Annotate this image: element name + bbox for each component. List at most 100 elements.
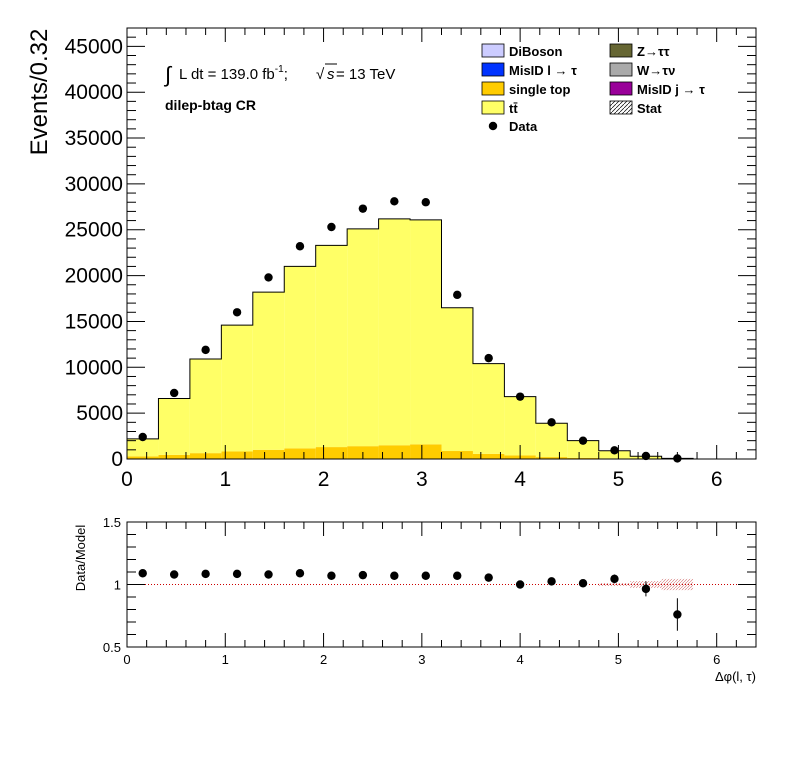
legend-swatch	[481, 62, 505, 77]
y-tick-label: 0	[111, 448, 123, 471]
legend-entry: Data	[488, 119, 538, 134]
ratio-points	[138, 569, 682, 631]
y-tick-label: 25000	[65, 219, 123, 242]
legend-swatch	[481, 81, 505, 96]
ratio-x-tick-label: 3	[418, 652, 425, 667]
data-point-11	[484, 353, 493, 363]
lumi-superscript: -1	[275, 64, 284, 75]
bar-ttbar-11	[472, 363, 505, 454]
data-point-10	[453, 290, 462, 300]
ratio-point-14	[578, 579, 588, 588]
data-point-12	[515, 392, 525, 401]
ratio-point-15	[610, 574, 619, 584]
bar-ttbar-15	[598, 450, 631, 459]
ratio-x-tick-label: 4	[517, 652, 524, 667]
legend-swatch	[481, 100, 505, 115]
y-tick-label: 15000	[65, 310, 123, 333]
x-tick-label: 2	[318, 468, 330, 491]
ratio-point-8	[390, 571, 399, 580]
data-points	[138, 197, 682, 463]
ratio-point-11	[484, 573, 493, 582]
total-outline	[126, 218, 756, 460]
ratio-y-tick-label: 0.5	[103, 640, 121, 655]
region-label: dilep-btag CR	[165, 97, 256, 113]
integral-symbol: ∫	[163, 62, 173, 87]
ratio-x-tick-label: 0	[123, 652, 130, 667]
ratio-point-2	[201, 569, 210, 579]
bar-ttbar-9	[410, 219, 442, 445]
data-point-6	[327, 222, 336, 232]
main-x-ticks: 0 1 2 3 4 5 6	[121, 28, 757, 491]
data-point-14	[578, 436, 588, 445]
stat-band-bin-2	[661, 578, 694, 591]
data-point-5	[295, 242, 305, 251]
main-y-axis-label: Events/0.32	[26, 29, 53, 156]
data-point-2	[201, 345, 210, 355]
ratio-x-tick-label: 2	[320, 652, 327, 667]
ratio-point-12	[515, 580, 525, 589]
bar-single-top-14	[567, 457, 599, 459]
bar-ttbar-7	[347, 228, 379, 447]
legend-entry: W→τν	[609, 62, 675, 78]
ratio-y-tick-label: 1	[114, 578, 121, 593]
bar-single-top-9	[410, 444, 442, 459]
legend-label: Stat	[637, 101, 662, 116]
x-tick-label: 4	[514, 468, 526, 491]
x-axis-label: Δφ(l, τ)	[715, 669, 756, 684]
legend-label: Data	[509, 119, 538, 134]
legend-entry: single top	[481, 81, 570, 97]
data-point-15	[610, 446, 619, 455]
bar-single-top-1	[158, 454, 190, 459]
lumi-text: L dt = 139.0 fb	[179, 66, 275, 83]
bar-single-top-10	[441, 451, 473, 459]
sqrt-symbol: √	[316, 66, 325, 83]
ratio-x-tick-label: 6	[713, 652, 720, 667]
y-tick-label: 10000	[65, 356, 123, 379]
svg-text:L dt = 139.0 fb-1;: L dt = 139.0 fb-1;	[179, 64, 288, 83]
legend-label: single top	[509, 82, 570, 97]
ratio-point-9	[421, 571, 430, 580]
legend-label: W→τν	[637, 63, 675, 78]
ratio-point-13	[547, 577, 556, 586]
x-tick-label: 3	[416, 468, 428, 491]
legend-label: MisID j → τ	[637, 82, 705, 97]
main-panel: 0 1 2 3 4 5 6 0 5000 10000 15000 20000 25000 30000 35…	[26, 27, 757, 491]
ratio-point-1	[169, 570, 179, 579]
ratio-y-ticks: 0.5 1 1.5	[103, 515, 756, 655]
ratio-point-4	[264, 570, 273, 579]
legend-marker	[488, 121, 498, 131]
legend-label: Z→ττ	[637, 44, 670, 59]
bar-ttbar-5	[284, 266, 316, 449]
bar-ttbar-3	[221, 325, 253, 452]
data-point-0	[138, 432, 147, 442]
y-tick-label: 20000	[65, 265, 123, 288]
ratio-x-tick-label: 5	[615, 652, 622, 667]
stat-band-bin-0	[598, 583, 631, 586]
bar-ttbar-4	[252, 292, 285, 450]
y-tick-label: 5000	[76, 402, 123, 425]
bar-single-top-4	[252, 449, 285, 459]
legend: DiBoson Z→ττ MisID l → τ W→τν single top MisI…	[481, 43, 705, 134]
bar-ttbar-8	[378, 218, 411, 446]
y-tick-label: 35000	[65, 127, 123, 150]
energy-symbol: s	[327, 66, 335, 83]
y-tick-label: 30000	[65, 173, 123, 196]
bar-single-top-3	[221, 451, 253, 459]
x-tick-label: 5	[613, 468, 625, 491]
ratio-y-tick-label: 1.5	[103, 515, 121, 530]
ratio-point-3	[232, 569, 242, 579]
x-tick-label: 0	[121, 468, 133, 491]
legend-swatch	[609, 62, 633, 77]
bar-ttbar-6	[315, 245, 348, 448]
data-point-4	[264, 273, 273, 282]
y-tick-label: 45000	[65, 35, 123, 58]
legend-label: DiBoson	[509, 44, 563, 59]
legend-entry: MisID j → τ	[609, 81, 705, 97]
bar-ttbar-13	[535, 423, 568, 458]
legend-entry: MisID l → τ	[481, 62, 577, 78]
legend-label: tt̄	[509, 101, 518, 116]
legend-entry: tt̄	[481, 100, 518, 116]
legend-entry: Z→ττ	[609, 43, 670, 59]
bar-ttbar-2	[189, 359, 222, 454]
legend-label: MisID l → τ	[509, 63, 577, 78]
